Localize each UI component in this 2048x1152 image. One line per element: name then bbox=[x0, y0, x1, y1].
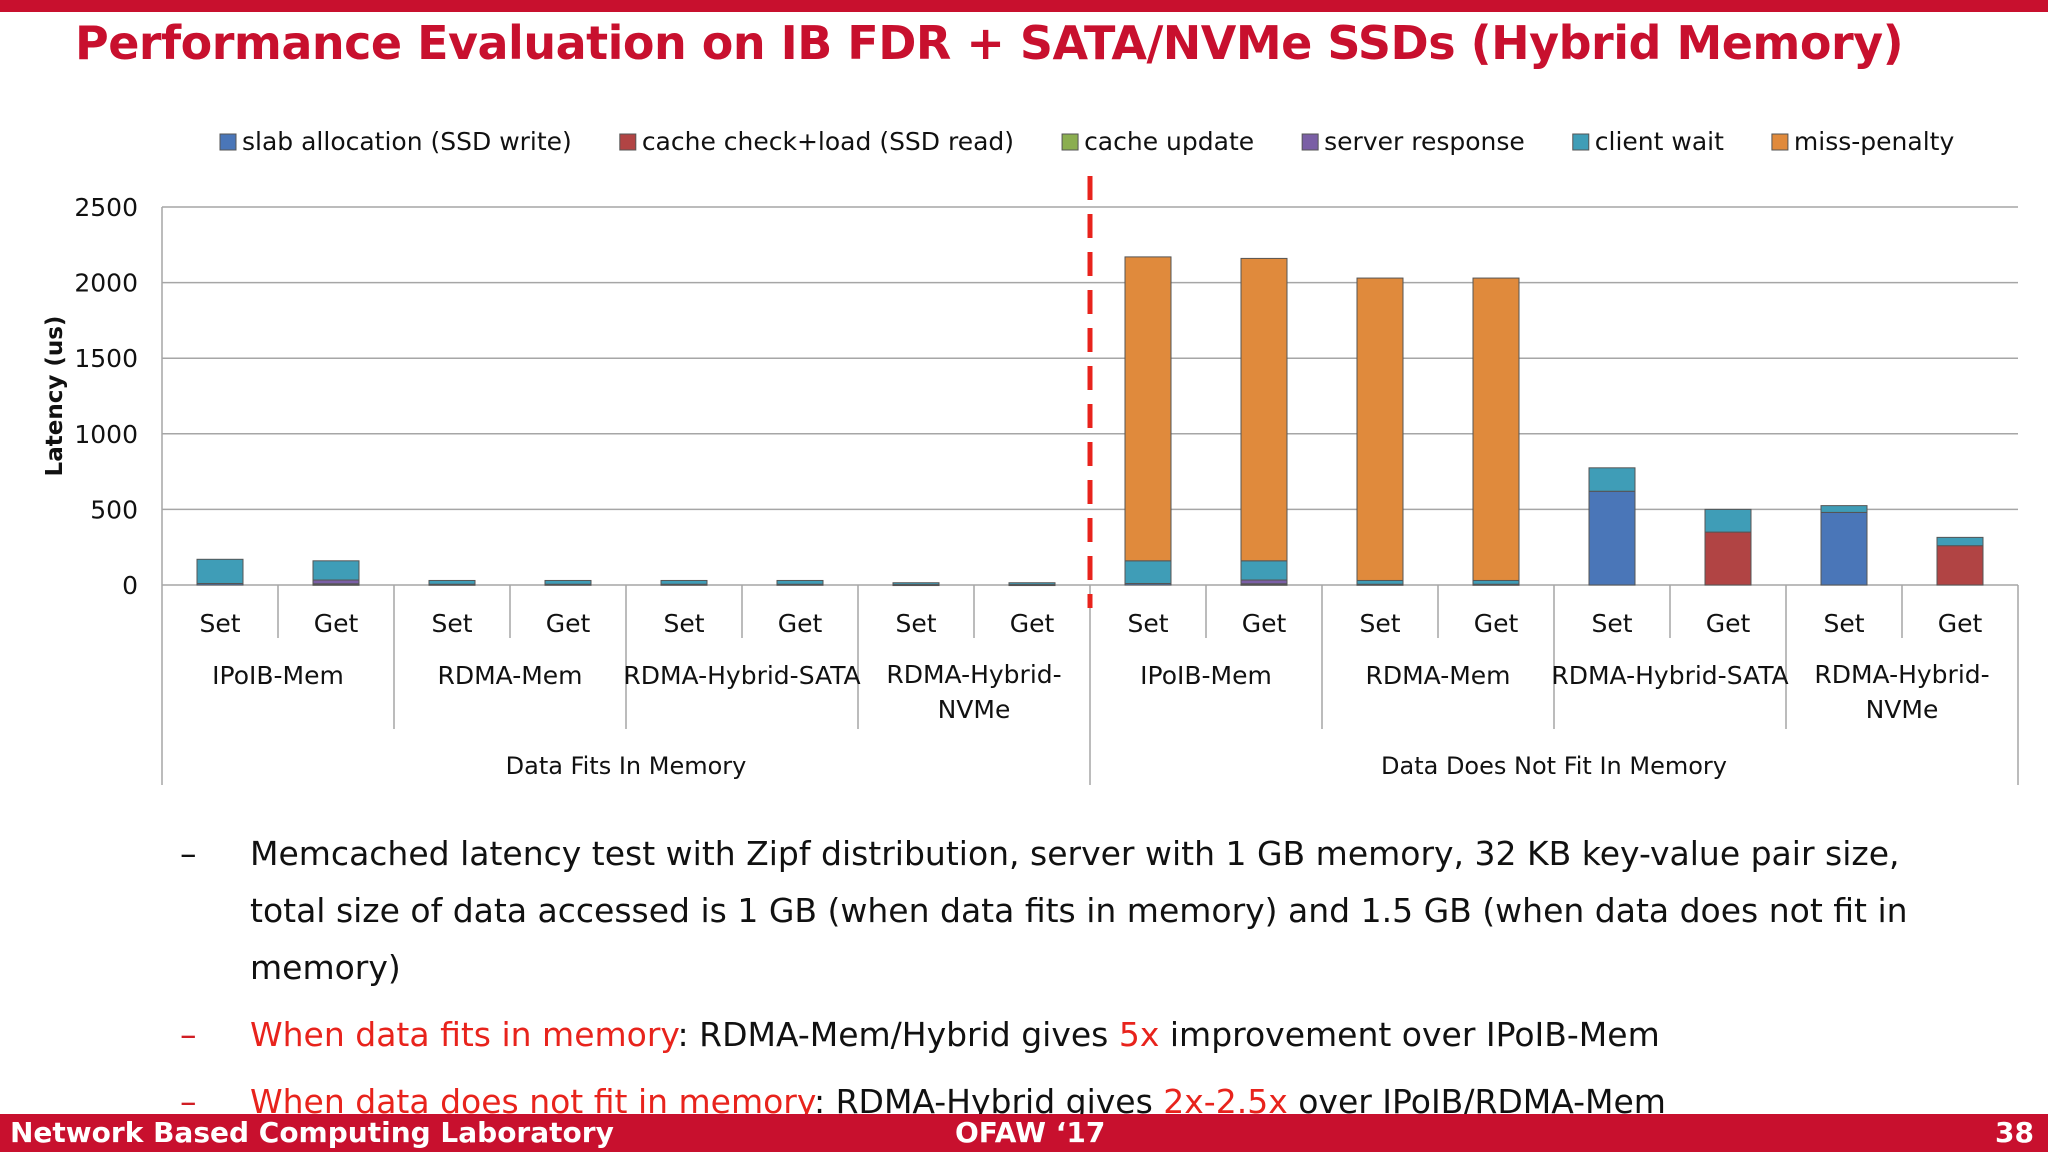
bar-segment bbox=[1008, 582, 1056, 586]
legend-label: cache update bbox=[1084, 127, 1254, 156]
bar-segment bbox=[1472, 579, 1520, 585]
bullet-dash: – bbox=[180, 1015, 197, 1054]
x-tick-label: Set bbox=[1591, 609, 1632, 638]
x-tick-label: Get bbox=[1010, 609, 1055, 638]
legend-label: server response bbox=[1324, 127, 1525, 156]
bar-segment bbox=[1124, 560, 1172, 584]
y-tick-label: 1000 bbox=[74, 420, 138, 449]
legend-label: slab allocation (SSD write) bbox=[242, 127, 572, 156]
x-tick-label: Set bbox=[1127, 609, 1168, 638]
footer-page-number: 38 bbox=[1995, 1116, 2034, 1149]
bar-segment bbox=[1704, 531, 1752, 586]
bar-segment bbox=[1240, 579, 1288, 585]
bullet-highlight: When data fits in memory bbox=[250, 1015, 678, 1054]
footer-lab-name: Network Based Computing Laboratory bbox=[10, 1116, 614, 1149]
bar-segment bbox=[1820, 505, 1868, 513]
bullet-dash: – bbox=[180, 1082, 197, 1121]
bullet-item: – When data fits in memory: RDMA-Mem/Hyb… bbox=[180, 1006, 1980, 1063]
group-label: RDMA-Mem bbox=[437, 661, 582, 690]
bar-segment bbox=[1124, 256, 1172, 562]
group-label: RDMA-Mem bbox=[1365, 661, 1510, 690]
x-tick-label: Get bbox=[1706, 609, 1751, 638]
legend-label: client wait bbox=[1595, 127, 1724, 156]
bar-segment bbox=[312, 579, 360, 585]
bar-segment bbox=[660, 579, 708, 585]
bar-segment bbox=[1240, 257, 1288, 562]
x-tick-label: Set bbox=[1359, 609, 1400, 638]
y-tick-label: 500 bbox=[90, 495, 138, 524]
top-accent-bar bbox=[0, 0, 2048, 12]
x-tick-label: Set bbox=[1823, 609, 1864, 638]
group-label: RDMA-Hybrid-SATA bbox=[1551, 661, 1788, 690]
super-group-label: Data Does Not Fit In Memory bbox=[1381, 752, 1727, 780]
bullet-list: – Memcached latency test with Zipf distr… bbox=[180, 825, 1980, 1140]
bar-segment bbox=[1472, 277, 1520, 581]
y-tick-label: 2500 bbox=[74, 193, 138, 222]
x-tick-label: Set bbox=[895, 609, 936, 638]
bar-segment bbox=[1936, 545, 1984, 586]
bar-segment bbox=[1820, 511, 1868, 586]
bar-segment bbox=[1936, 536, 1984, 547]
x-tick-label: Get bbox=[314, 609, 359, 638]
group-label: RDMA-Hybrid- bbox=[1814, 660, 1989, 689]
bar-segment bbox=[1356, 579, 1404, 585]
latency-chart: 0 500 1000 1500 2000 2500 Latency (us) slab all… bbox=[42, 127, 2019, 785]
x-tick-label: Set bbox=[663, 609, 704, 638]
x-tick-label: Get bbox=[1474, 609, 1519, 638]
super-group-label: Data Fits In Memory bbox=[506, 752, 747, 780]
x-tick-label: Get bbox=[1938, 609, 1983, 638]
bar-segment bbox=[196, 558, 244, 584]
bullet-highlight-value: 5x bbox=[1118, 1015, 1160, 1054]
footer-bar: Network Based Computing Laboratory OFAW … bbox=[0, 1114, 2048, 1152]
x-tick-label: Get bbox=[1242, 609, 1287, 638]
bar-segment bbox=[1240, 560, 1288, 581]
group-label: NVMe bbox=[1866, 695, 1939, 724]
legend-label: miss-penalty bbox=[1794, 127, 1955, 156]
legend-swatch bbox=[1572, 133, 1590, 151]
slide-title: Performance Evaluation on IB FDR + SATA/… bbox=[75, 16, 1904, 70]
legend-swatch bbox=[1771, 133, 1789, 151]
bar-segment bbox=[892, 582, 940, 586]
bullet-dash: – bbox=[180, 834, 197, 873]
footer-event: OFAW ‘17 bbox=[955, 1116, 1106, 1149]
bullet-text: Memcached latency test with Zipf distrib… bbox=[250, 834, 1908, 987]
group-label: IPoIB-Mem bbox=[212, 661, 344, 690]
y-tick-label: 2000 bbox=[74, 269, 138, 298]
bullet-item: – Memcached latency test with Zipf distr… bbox=[180, 825, 1980, 996]
bar-segment bbox=[312, 560, 360, 581]
x-tick-label: Set bbox=[431, 609, 472, 638]
legend-swatch bbox=[1061, 133, 1079, 151]
bar-segment bbox=[1588, 467, 1636, 492]
bullet-text: When data fits in memory: RDMA-Mem/Hybri… bbox=[250, 1015, 1660, 1054]
legend-swatch bbox=[619, 133, 637, 151]
legend-swatch bbox=[219, 133, 237, 151]
bar-segment bbox=[1704, 508, 1752, 533]
x-tick-label: Set bbox=[199, 609, 240, 638]
bar-segment bbox=[776, 579, 824, 585]
legend-label: cache check+load (SSD read) bbox=[642, 127, 1014, 156]
bar-segment bbox=[1588, 490, 1636, 586]
y-axis-title: Latency (us) bbox=[42, 316, 68, 477]
y-tick-label: 0 bbox=[122, 571, 138, 600]
legend-swatch bbox=[1301, 133, 1319, 151]
x-tick-label: Get bbox=[546, 609, 591, 638]
bar-segment bbox=[428, 579, 476, 585]
group-label: NVMe bbox=[938, 695, 1011, 724]
y-tick-label: 1500 bbox=[74, 344, 138, 373]
bar-segment bbox=[1356, 277, 1404, 581]
bar-segment bbox=[544, 579, 592, 585]
group-label: IPoIB-Mem bbox=[1140, 661, 1272, 690]
group-label: RDMA-Hybrid- bbox=[886, 660, 1061, 689]
x-tick-label: Get bbox=[778, 609, 823, 638]
group-label: RDMA-Hybrid-SATA bbox=[623, 661, 860, 690]
